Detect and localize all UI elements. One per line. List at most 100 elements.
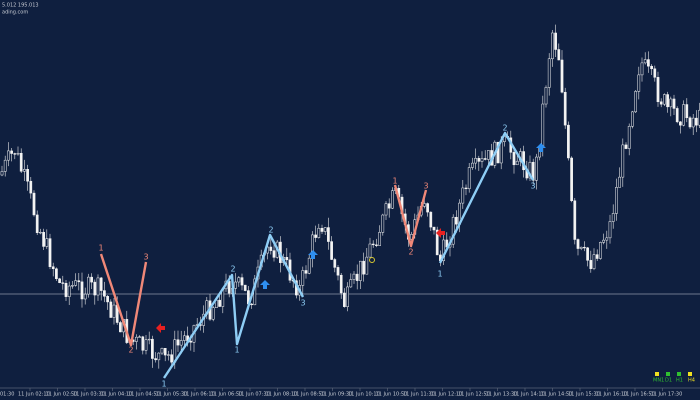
candle-body [64,282,68,297]
candle-body [627,126,631,149]
candle-body [167,354,170,356]
candle-body [234,281,237,289]
time-label: 11 Jun 10:50 [376,392,408,398]
candle-body [112,304,116,318]
arrows [156,143,546,333]
time-label: 11 Jun 02:50 [46,392,78,398]
candle-body [301,270,305,286]
candle-body [535,156,538,181]
legend-swatch [655,372,659,376]
wave-label: 1 [437,270,442,279]
candle-body [147,338,151,341]
candle-body [391,190,394,209]
candle-body [429,211,433,228]
candle-body [467,167,471,190]
candle-body [477,158,481,162]
time-label: 11 Jun 17:30 [651,392,683,398]
candle-body [579,246,583,249]
candle-body [330,241,333,260]
candle-body [362,260,365,275]
candle-body [157,352,161,361]
candle-body [320,227,324,232]
time-label: 11 Jun 08:50 [293,392,325,398]
candle-body [7,150,10,161]
time-label: 11 Jun 09:30 [321,392,353,398]
candle-body [672,98,676,109]
candle-body [103,290,106,297]
candle-body [663,94,666,105]
candle-body [144,339,148,351]
zigzags [99,131,535,379]
buy-arrow [260,280,270,289]
candle-body [551,32,554,60]
candle-body [176,339,180,346]
candle-body [634,91,637,113]
candle-body [26,169,29,182]
candle-body [547,58,551,88]
candle-body [119,322,122,333]
candle-body [576,239,580,249]
candle-body [77,280,81,283]
candle-body [349,279,353,288]
candle-body [426,203,429,213]
candle-body [659,101,663,105]
candle-body [496,141,500,164]
buy-arrow [308,250,318,259]
candle-body [13,153,17,155]
candle-body [487,150,490,160]
time-label: 11 Jun 04:10 [101,392,133,398]
candle-body [423,203,426,207]
time-label: 11 Jun 06:50 [211,392,243,398]
candle-body [58,278,61,283]
candle-body [387,203,391,209]
legend-swatch [677,372,681,376]
wave-line [99,253,148,347]
candle-body [240,277,244,286]
candle-body [304,270,308,274]
candle-body [586,247,589,261]
candle-body [355,273,359,281]
candle-body [442,239,445,262]
candle-body [608,221,612,239]
candle-body [163,348,167,356]
candle-body [333,259,337,268]
candle-body [685,104,689,119]
candle-body [499,141,503,164]
candle-body [573,200,577,240]
candle-body [323,227,327,232]
time-label: 11 Jun 10:10 [348,392,380,398]
legend: MN1 D1 H1 H4 [653,372,695,384]
candle-body [637,74,641,92]
time-label: 11 Jun 02:10 [18,392,50,398]
candle-body [83,293,87,300]
candle-body [675,108,679,123]
time-label: 11 Jun 16:10 [596,392,628,398]
candle-body [227,280,231,294]
candle-body [42,231,45,247]
candle-body [461,187,465,204]
candle-body [528,161,532,179]
candle-body [317,227,321,238]
candle-body [87,276,90,295]
candle-body [595,254,599,259]
candle-body [272,250,276,258]
candle-body [237,277,241,283]
candle-body [269,246,273,251]
candle-body [515,160,519,166]
wave-label: 1 [161,380,166,389]
candle-body [23,169,26,172]
candle-body [189,340,193,343]
legend-label: H4 [688,378,695,384]
wave-line [162,233,305,379]
candle-body [541,103,545,147]
candle-body [35,214,39,233]
candle-body [621,144,625,178]
candle-body [611,213,615,222]
candle-body [109,301,113,318]
candle-body [183,335,186,341]
wave-label: 3 [530,182,535,191]
candle-body [647,59,650,67]
candle-body [90,276,93,283]
candle-body [32,192,36,216]
candle-body [51,266,55,270]
